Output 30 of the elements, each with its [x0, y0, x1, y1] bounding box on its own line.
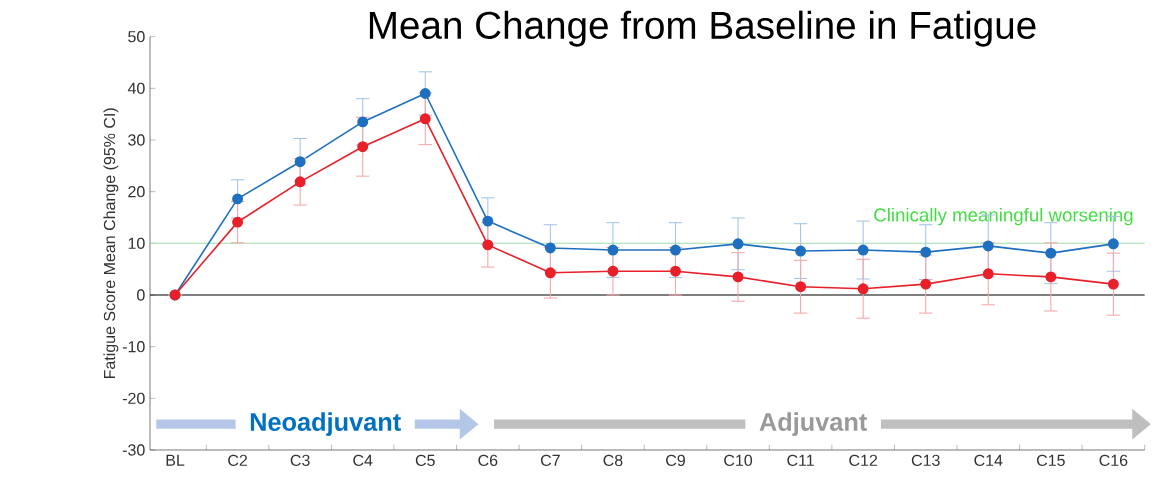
y-tick-label: 30	[128, 134, 145, 146]
y-tick-label: 40	[127, 82, 145, 94]
x-tick-label: C15	[1036, 454, 1065, 467]
x-tick-label: C5	[415, 454, 435, 467]
x-tick-label: BL	[166, 454, 185, 466]
y-tick-label: 10	[128, 237, 145, 249]
annotation: Neoadjuvant	[250, 412, 401, 436]
x-tick-label: C11	[787, 454, 814, 467]
x-tick-label: C14	[974, 454, 1003, 467]
y-tick-label: 0	[137, 289, 145, 301]
ref-line-label: Clinically meaningful worsening	[874, 207, 1133, 226]
y-tick-label: -10	[122, 341, 145, 353]
annotation: Adjuvant	[759, 412, 867, 436]
x-tick-label: C4	[353, 454, 373, 467]
x-tick-label: C13	[911, 454, 940, 467]
x-tick-label: C12	[849, 454, 878, 467]
x-tick-label: C2	[228, 454, 248, 467]
y-tick-label: -30	[122, 444, 145, 456]
x-tick-label: C10	[724, 454, 753, 467]
x-tick-label: C7	[540, 454, 560, 467]
y-tick-label: -20	[122, 392, 145, 404]
chart-title: Mean Change from Baseline in Fatigue	[369, 10, 1036, 47]
y-axis-title: Fatigue Score Mean Change (95% CI)	[103, 108, 119, 379]
x-tick-label: C6	[478, 454, 498, 467]
x-tick-label: C8	[603, 454, 623, 467]
y-tick-label: 50	[128, 31, 145, 43]
x-tick-label: C16	[1099, 454, 1128, 467]
x-tick-label: C3	[290, 454, 310, 467]
x-tick-label: C9	[666, 454, 685, 467]
y-tick-label: 20	[128, 186, 145, 198]
